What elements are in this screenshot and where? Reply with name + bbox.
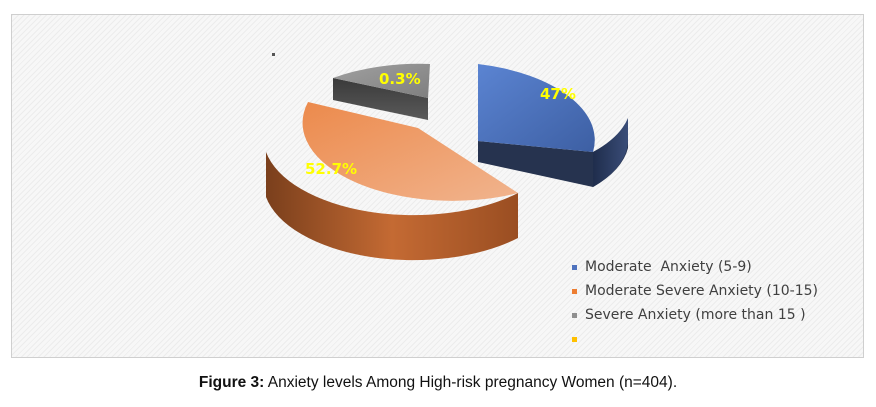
- caption-prefix: Figure 3:: [198, 374, 265, 391]
- slice-moderate-side: [478, 128, 628, 187]
- slice-moderate-side-outer: [593, 118, 628, 187]
- legend: Moderate Anxiety (5-9) Moderate Severe A…: [568, 255, 848, 351]
- slice-severe-anxiety: [333, 63, 430, 120]
- slice-severe-top: [333, 63, 430, 98]
- slice-moderate-top: [478, 64, 595, 152]
- legend-marker-yellow: [572, 336, 577, 342]
- stray-marker: [272, 53, 275, 56]
- legend-item: Severe Anxiety (more than 15 ): [568, 303, 848, 327]
- legend-marker-blue: [572, 264, 577, 270]
- label-moderate-severe: 52.7%: [305, 160, 357, 178]
- legend-marker-gray: [572, 312, 577, 318]
- slice-moderate-anxiety: [478, 64, 628, 187]
- legend-item: Moderate Anxiety (5-9): [568, 255, 848, 279]
- caption-text: Anxiety levels Among High-risk pregnancy…: [264, 374, 678, 391]
- legend-label: Moderate Anxiety (5-9): [585, 259, 752, 275]
- label-severe: 0.3%: [379, 70, 421, 88]
- legend-label: Severe Anxiety (more than 15 ): [585, 307, 806, 323]
- figure-caption: Figure 3: Anxiety levels Among High-risk…: [0, 374, 876, 392]
- slice-moderate-severe-anxiety: [266, 102, 518, 261]
- legend-label: Moderate Severe Anxiety (10-15): [585, 283, 819, 299]
- slice-moderate-severe-side: [266, 152, 518, 261]
- slice-severe-side: [333, 78, 428, 120]
- label-moderate: 47%: [540, 85, 576, 103]
- legend-item: Moderate Severe Anxiety (10-15): [568, 279, 848, 303]
- legend-item: [568, 327, 848, 351]
- slice-moderate-severe-top: [302, 102, 518, 201]
- legend-marker-orange: [572, 288, 577, 294]
